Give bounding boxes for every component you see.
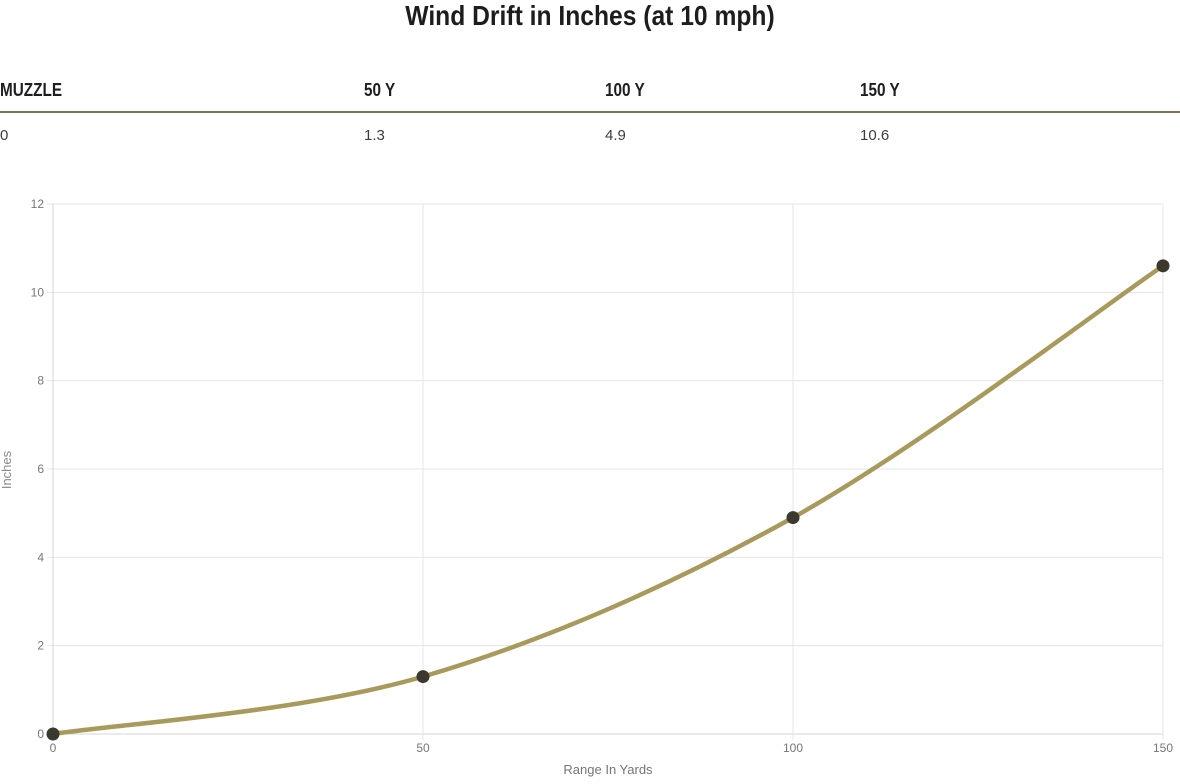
table-header-row: MUZZLE 50 Y 100 Y 150 Y [0, 80, 1180, 100]
data-point-100y[interactable] [786, 511, 800, 525]
data-point-150y[interactable] [1156, 259, 1170, 273]
y-tick-label: 4 [37, 550, 44, 564]
x-tick-label: 50 [416, 741, 430, 755]
table-header-100y: 100 Y [605, 80, 645, 100]
table-value-150y: 10.6 [860, 127, 890, 144]
y-tick-label: 12 [31, 197, 45, 211]
y-tick-label: 2 [37, 639, 44, 653]
y-tick-label: 6 [37, 462, 44, 476]
page-title: Wind Drift in Inches (at 10 mph) [405, 0, 775, 31]
x-tick-label: 100 [783, 741, 803, 755]
table-value-50y: 1.3 [364, 127, 385, 144]
table-header-150y: 150 Y [860, 80, 900, 100]
y-tick-label: 8 [37, 374, 44, 388]
chart-area: Inches 0 2 4 6 8 10 12 0 50 100 150 Range In Yards [0, 185, 1180, 784]
x-tick-label: 150 [1153, 741, 1173, 755]
table-value-100y: 4.9 [605, 127, 626, 144]
data-point-50y[interactable] [416, 670, 430, 684]
table-divider-rule [0, 111, 1180, 113]
drift-table: MUZZLE 50 Y 100 Y 150 Y 0 1.3 4.9 10.6 [0, 80, 1180, 144]
table-value-muzzle: 0 [0, 127, 9, 144]
y-tick-label: 0 [37, 727, 44, 741]
y-tick-label: 10 [31, 285, 45, 299]
table-value-row: 0 1.3 4.9 10.6 [0, 127, 1180, 144]
drift-curve [50, 263, 1166, 737]
wind-drift-line-chart: 0 2 4 6 8 10 12 0 50 100 150 [31, 197, 1174, 755]
x-axis-title: Range In Yards [563, 762, 653, 777]
table-header-muzzle: MUZZLE [0, 80, 63, 100]
table-header-50y: 50 Y [364, 80, 396, 100]
x-tick-label: 0 [50, 741, 57, 755]
data-point-0y[interactable] [46, 727, 60, 741]
